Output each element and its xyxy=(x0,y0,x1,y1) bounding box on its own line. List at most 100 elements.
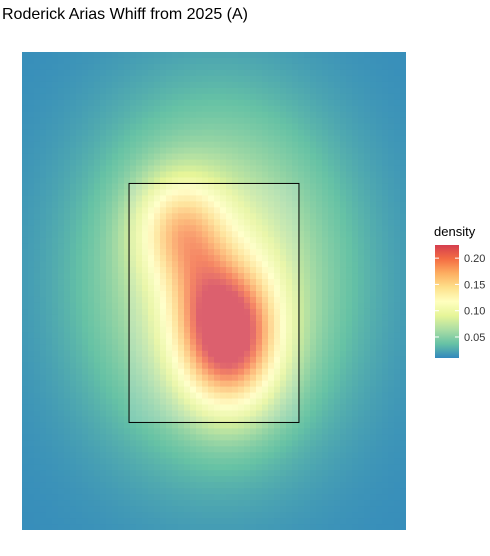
density-cell xyxy=(400,404,406,412)
density-cell xyxy=(154,344,161,352)
density-cell xyxy=(184,302,191,310)
density-cell xyxy=(370,482,377,489)
density-cell xyxy=(28,368,35,376)
density-cell xyxy=(94,261,101,268)
density-cell xyxy=(268,99,275,107)
density-cell xyxy=(268,135,275,143)
density-cell xyxy=(172,464,179,471)
density-cell xyxy=(28,123,35,131)
density-cell xyxy=(88,464,95,471)
density-cell xyxy=(322,404,329,412)
density-cell xyxy=(244,296,251,304)
density-cell xyxy=(334,428,341,435)
density-cell xyxy=(184,362,191,370)
density-cell xyxy=(340,249,347,256)
density-cell xyxy=(268,326,275,334)
density-cell xyxy=(196,111,203,119)
density-cell xyxy=(70,87,77,95)
density-cell xyxy=(208,147,215,155)
density-cell xyxy=(130,261,137,268)
density-cell xyxy=(46,99,53,107)
density-cell xyxy=(346,404,353,412)
density-cell xyxy=(244,87,251,95)
density-cell xyxy=(328,171,335,179)
density-cell xyxy=(94,105,101,113)
density-cell xyxy=(184,207,191,214)
density-cell xyxy=(106,422,113,430)
density-cell xyxy=(340,159,347,167)
density-cell xyxy=(382,500,389,507)
density-cell xyxy=(46,398,53,406)
density-cell xyxy=(352,159,359,167)
density-cell xyxy=(250,482,257,489)
density-cell xyxy=(118,111,125,119)
density-cell xyxy=(58,464,65,471)
density-cell xyxy=(280,350,287,358)
density-cell xyxy=(34,273,41,280)
density-cell xyxy=(22,147,29,155)
density-cell xyxy=(28,428,35,435)
density-cell xyxy=(328,81,335,89)
density-cell xyxy=(70,225,77,232)
density-cell xyxy=(304,320,311,328)
density-cell xyxy=(244,368,251,376)
density-cell xyxy=(292,512,299,519)
density-cell xyxy=(328,93,335,101)
density-cell xyxy=(220,261,227,268)
density-cell xyxy=(202,279,209,286)
density-cell xyxy=(346,350,353,358)
density-cell xyxy=(100,482,107,489)
density-cell xyxy=(316,231,323,238)
density-cell xyxy=(370,75,377,83)
density-cell xyxy=(100,308,107,316)
density-cell xyxy=(322,464,329,471)
density-cell xyxy=(184,338,191,346)
density-cell xyxy=(352,446,359,453)
density-cell xyxy=(346,338,353,346)
density-cell xyxy=(58,129,65,137)
density-cell xyxy=(262,326,269,334)
density-cell xyxy=(172,261,179,268)
density-cell xyxy=(112,434,119,441)
density-cell xyxy=(304,219,311,226)
density-cell xyxy=(388,195,395,202)
density-cell xyxy=(364,302,371,310)
density-cell xyxy=(280,207,287,214)
density-cell xyxy=(154,261,161,268)
density-cell xyxy=(280,237,287,244)
density-cell xyxy=(244,314,251,322)
density-cell xyxy=(160,207,167,214)
density-cell xyxy=(232,195,239,202)
density-cell xyxy=(58,434,65,441)
density-cell xyxy=(340,362,347,370)
density-cell xyxy=(322,440,329,447)
density-cell xyxy=(40,165,47,173)
density-cell xyxy=(322,410,329,418)
density-cell xyxy=(382,207,389,214)
density-cell xyxy=(166,320,173,328)
density-cell xyxy=(154,440,161,447)
density-cell xyxy=(58,320,65,328)
density-cell xyxy=(250,350,257,358)
density-cell xyxy=(280,464,287,471)
density-cell xyxy=(28,446,35,453)
density-cell xyxy=(214,314,221,322)
density-cell xyxy=(124,308,131,316)
density-cell xyxy=(286,404,293,412)
density-cell xyxy=(34,296,41,304)
density-cell xyxy=(238,231,245,238)
density-cell xyxy=(112,165,119,173)
density-cell xyxy=(382,135,389,143)
density-cell xyxy=(40,512,47,519)
density-cell xyxy=(190,398,197,406)
density-cell xyxy=(226,237,233,244)
density-cell xyxy=(346,320,353,328)
density-cell xyxy=(370,344,377,352)
density-cell xyxy=(136,374,143,382)
density-cell xyxy=(160,476,167,483)
density-cell xyxy=(136,452,143,459)
density-cell xyxy=(184,446,191,453)
density-cell xyxy=(172,243,179,250)
density-cell xyxy=(82,243,89,250)
density-cell xyxy=(88,482,95,489)
